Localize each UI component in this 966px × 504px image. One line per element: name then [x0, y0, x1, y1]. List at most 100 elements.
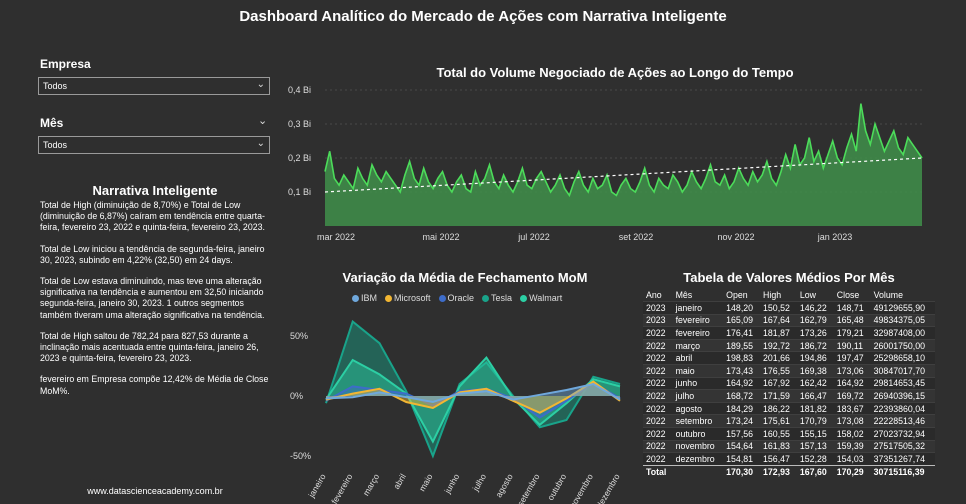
mom-chart[interactable]: 50%0%-50%janeiro fevereiro março abril maio j…: [280, 304, 640, 504]
table-cell: 22393860,04: [873, 403, 926, 414]
y-tick-label: 0,3 Bi: [288, 119, 311, 129]
legend-item[interactable]: IBM: [352, 293, 377, 303]
column-header[interactable]: High: [763, 290, 782, 300]
table-cell: 2022: [646, 453, 666, 464]
legend-label: Tesla: [491, 293, 513, 303]
chevron-down-icon[interactable]: ⌄: [258, 115, 268, 127]
mes-dropdown[interactable]: Todos ⌄: [38, 136, 270, 154]
table-cell: 49834375,05: [873, 315, 926, 326]
table-cell: 179,21: [836, 327, 864, 338]
table-row[interactable]: 2022 abril 198,83 201,66 194,86 197,47 2529865…: [643, 351, 935, 365]
table-cell: 161,83: [763, 441, 790, 452]
table-cell: dezembro: [675, 453, 715, 464]
table-cell: 2022: [646, 403, 666, 414]
total-cell: [672, 464, 724, 479]
narrative-paragraph: Total de High saltou de 782,24 para 827,…: [40, 330, 259, 364]
total-cell: Total: [643, 464, 673, 479]
legend-item[interactable]: Oracle: [438, 293, 474, 303]
table-row[interactable]: 2022 dezembro 154,81 156,47 152,28 154,03 3735…: [643, 452, 935, 466]
series-area-microsoft: [326, 381, 620, 413]
y-tick-label: -50%: [290, 451, 311, 461]
column-header[interactable]: Low: [799, 290, 817, 300]
table-cell: 32987408,00: [873, 327, 926, 338]
x-tick-label: setembro: [515, 472, 542, 504]
table-cell: 30847017,70: [873, 365, 926, 376]
table-row[interactable]: 2023 fevereiro 165,09 167,64 162,79 165,48 498…: [643, 314, 935, 327]
legend-dot-icon: [352, 294, 359, 302]
legend-label: Microsoft: [394, 293, 431, 303]
empresa-dropdown-value: Todos: [43, 81, 68, 91]
table-cell: 22228513,46: [873, 416, 926, 427]
table-cell: 148,71: [836, 302, 864, 313]
table-row[interactable]: 2022 fevereiro 176,41 181,87 173,26 179,21 329…: [643, 326, 935, 340]
table-row[interactable]: 2022 março 189,55 192,72 186,72 190,11 2600175…: [643, 339, 935, 352]
total-cell: 170,30: [723, 464, 761, 479]
table-body: 2023 janeiro 148,20 150,52 146,22 148,71 49129…: [643, 301, 935, 466]
y-tick-label: 0%: [290, 391, 303, 401]
table-cell: 169,72: [836, 390, 864, 401]
table-cell: 2022: [646, 441, 666, 452]
table-cell: 194,86: [799, 353, 827, 364]
table-cell: abril: [675, 353, 693, 364]
table-cell: 176,55: [763, 365, 790, 376]
table-row[interactable]: 2022 agosto 184,29 186,22 181,82 183,67 223938…: [643, 402, 935, 415]
table-row[interactable]: 2022 setembro 173,24 175,61 170,79 173,08 2222…: [643, 414, 935, 428]
narrative-paragraph: Total de High (diminuição de 8,70%) e To…: [40, 200, 265, 233]
series-line-ibm: [325, 382, 621, 404]
legend-item[interactable]: Microsoft: [385, 293, 431, 303]
column-header[interactable]: Close: [836, 290, 860, 300]
narrative-text: Total de High (diminuição de 8,70%) e To…: [40, 200, 270, 407]
monthly-averages-table[interactable]: Ano Mês Open High Low Close Volume 2023 janeiro…: [643, 289, 935, 479]
column-header[interactable]: Open: [726, 290, 748, 300]
table-row[interactable]: 2022 maio 173,43 176,55 169,38 173,06 30847017…: [643, 364, 935, 378]
table-cell: 173,24: [726, 416, 754, 427]
legend-dot-icon: [438, 294, 446, 302]
x-tick-label: julho: [470, 472, 488, 494]
mes-slicer-label: Mês: [40, 116, 64, 130]
table-cell: 2022: [646, 428, 666, 439]
table-row[interactable]: 2023 janeiro 148,20 150,52 146,22 148,71 49129…: [643, 301, 935, 315]
y-tick-label: 0,1 Bi: [288, 187, 311, 197]
table-cell: 192,72: [763, 340, 790, 351]
table-row[interactable]: 2022 outubro 157,56 160,55 155,15 158,02 27023…: [643, 427, 935, 441]
table-cell: 146,22: [799, 302, 827, 313]
table-cell: 2023: [646, 315, 666, 326]
mom-legend[interactable]: IBM Microsoft Oracle Tesla Walmart: [352, 293, 562, 303]
legend-item[interactable]: Walmart: [520, 293, 562, 303]
total-cell: 167,60: [796, 464, 834, 479]
x-tick-label: maio: [417, 472, 435, 493]
empresa-dropdown[interactable]: Todos ⌄: [38, 77, 270, 95]
legend-dot-icon: [520, 294, 528, 302]
trend-line: [324, 157, 923, 193]
table-cell: 148,20: [726, 302, 754, 313]
table-cell: agosto: [675, 403, 702, 414]
table-header-row: Ano Mês Open High Low Close Volume: [643, 289, 935, 302]
total-cell: 172,93: [760, 464, 797, 479]
legend-item[interactable]: Tesla: [482, 293, 512, 303]
column-header[interactable]: Volume: [873, 290, 903, 300]
volume-chart[interactable]: 0,4 Bi 0,3 Bi 0,2 Bi 0,1 Bi mar 2022 mai 2022…: [280, 80, 940, 245]
column-header[interactable]: Ano: [646, 290, 662, 300]
volume-line: [324, 103, 923, 198]
table-row[interactable]: 2022 junho 164,92 167,92 162,42 164,92 2981465…: [643, 377, 935, 390]
x-tick-label: outubro: [545, 472, 568, 502]
table-cell: março: [675, 340, 701, 351]
table-cell: setembro: [675, 416, 713, 427]
mes-dropdown-value: Todos: [43, 140, 68, 150]
table-cell: 166,47: [799, 390, 827, 401]
table-row[interactable]: 2022 julho 168,72 171,59 166,47 169,72 2694039…: [643, 389, 935, 403]
narrative-paragraph: Total de Low estava diminuindo, mas teve…: [40, 276, 265, 320]
table-cell: 167,64: [763, 315, 790, 326]
x-tick-label: jan 2023: [817, 232, 853, 242]
table-cell: 170,79: [799, 416, 827, 427]
table-cell: 2022: [646, 416, 666, 427]
x-tick-label: junho: [442, 472, 462, 496]
x-tick-label: set 2022: [619, 232, 654, 242]
column-header[interactable]: Mês: [675, 290, 693, 300]
series-line-microsoft: [325, 380, 621, 414]
table-cell: 175,61: [763, 416, 790, 427]
table-cell: 186,72: [799, 340, 827, 351]
table-row[interactable]: 2022 novembro 154,64 161,83 157,13 159,39 2751…: [643, 440, 935, 453]
table-cell: junho: [675, 378, 698, 389]
table-cell: 184,29: [726, 403, 754, 414]
